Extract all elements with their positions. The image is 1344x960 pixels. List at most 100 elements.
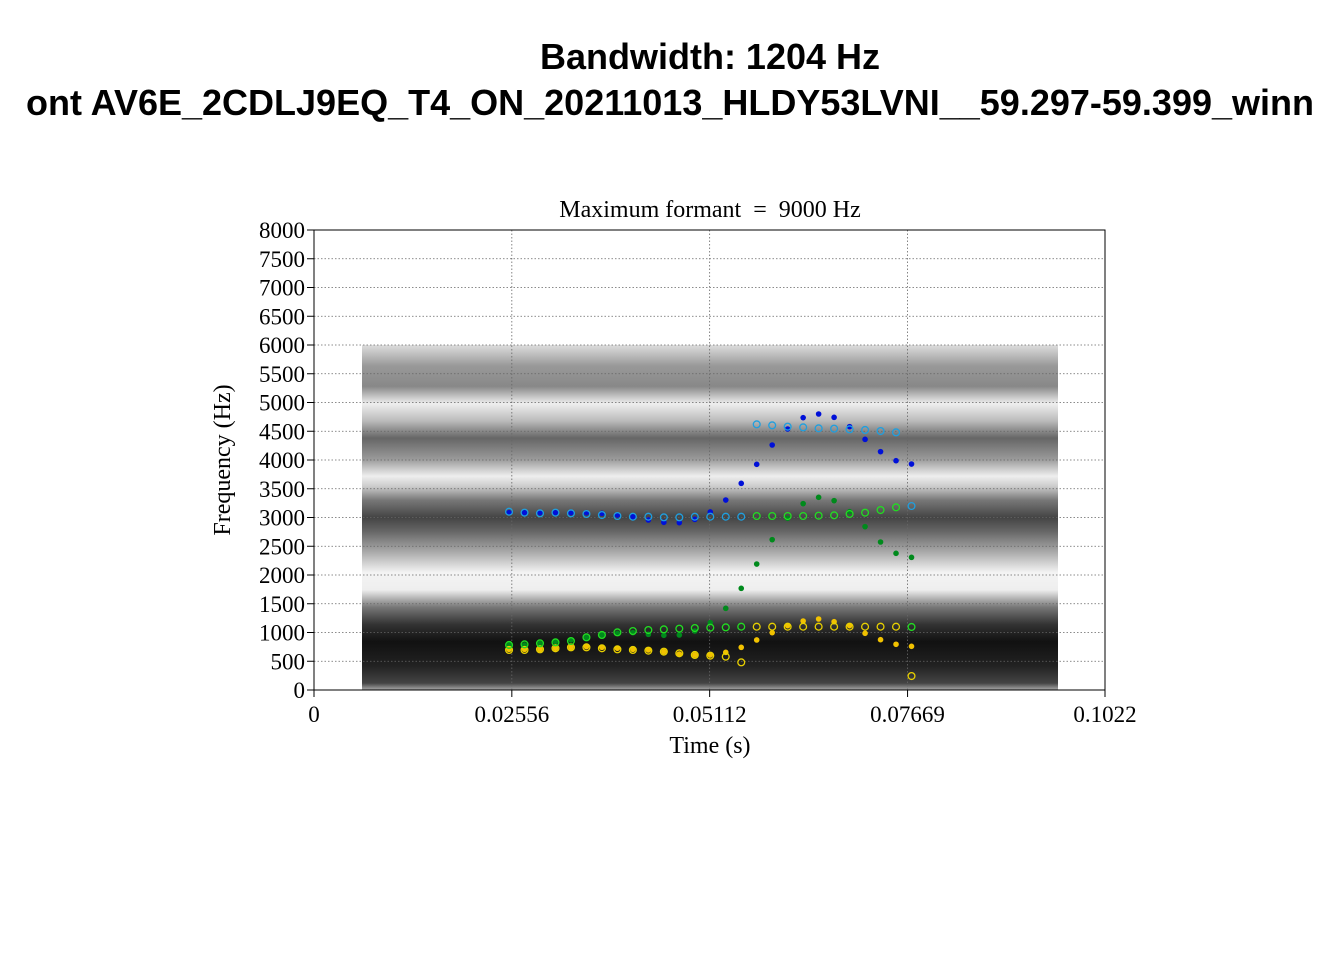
y-tick-label: 0 (294, 678, 306, 703)
formant-point-open (644, 625, 653, 635)
formant-point-filled (614, 645, 621, 652)
formant-point-open (830, 622, 839, 631)
formant-point-open (582, 643, 591, 652)
formant-point-filled (877, 448, 884, 455)
formant-point-open (613, 628, 622, 637)
formant-point-open (504, 645, 514, 655)
formant-point-filled (676, 632, 683, 638)
formant-point-filled (630, 513, 636, 520)
formant-point-filled (831, 497, 837, 504)
formant-point-open (613, 645, 622, 654)
formant-point-filled (784, 622, 791, 629)
formant-point-open (535, 639, 545, 648)
formant-point-filled (661, 648, 667, 655)
formant-point-filled (846, 622, 853, 629)
formant-point-filled (831, 414, 837, 421)
formant-point-filled (908, 643, 915, 650)
formant-point-filled (738, 644, 745, 651)
formant-point-open (783, 622, 792, 631)
formant-point-open (768, 622, 777, 631)
formant-point-filled (862, 523, 868, 530)
formant-point-open (737, 512, 746, 521)
formant-point-open (613, 511, 622, 521)
y-tick-label: 8000 (259, 218, 305, 243)
formant-point-filled (599, 644, 605, 651)
formant-point-filled (769, 536, 775, 543)
formant-point-open (830, 511, 839, 520)
formant-point-filled (893, 550, 899, 557)
formant-point-filled (691, 652, 698, 658)
formant-point-filled (599, 632, 605, 638)
formant-point-filled (908, 461, 915, 467)
formant-point-filled (630, 646, 636, 653)
formant-point-filled (676, 519, 683, 526)
y-tick-label: 6500 (259, 304, 305, 329)
formant-point-filled (722, 497, 729, 503)
formant-point-filled (862, 630, 868, 637)
formant-point-filled (552, 638, 559, 645)
formant-point-filled (552, 509, 559, 516)
y-tick-label: 1000 (259, 621, 305, 646)
formant-point-filled (583, 643, 590, 650)
formant-point-open (876, 505, 885, 515)
formant-point-open (721, 623, 730, 632)
formant-point-open (814, 511, 823, 520)
y-tick-label: 5000 (259, 391, 305, 416)
formant-point-filled (614, 630, 621, 637)
series-4 (504, 503, 916, 650)
formant-point-open (814, 424, 823, 433)
formant-point-open (659, 625, 668, 634)
formant-point-filled (537, 646, 543, 653)
formant-point-open (551, 644, 560, 653)
formant-point-open (597, 630, 606, 640)
x-axis-label: Time (s) (669, 733, 750, 759)
formant-point-open (706, 623, 715, 632)
formant-point-filled (862, 436, 868, 443)
formant-point-open (659, 647, 668, 656)
formant-point-open (783, 422, 792, 431)
formant-point-open (520, 645, 529, 655)
formant-point-open (907, 671, 916, 681)
formant-point-open (690, 650, 699, 660)
series-3 (504, 622, 916, 681)
formant-point-open (659, 513, 668, 522)
formant-points (504, 411, 916, 681)
title-line-2: ont AV6E_2CDLJ9EQ_T4_ON_20211013_HLDY53L… (26, 82, 1314, 123)
formant-point-open (675, 649, 684, 658)
x-tick-label: 0.1022 (1073, 702, 1136, 727)
x-tick-label: 0 (308, 702, 320, 727)
formant-point-open (891, 503, 901, 512)
formant-point-open (675, 624, 684, 633)
x-axis: 0 0.02556 0.05112 0.07669 0.1022 (308, 690, 1137, 727)
formant-point-open (752, 511, 761, 521)
chart-title: Maximum formant = 9000 Hz (559, 197, 861, 223)
formant-point-open (799, 423, 808, 432)
formant-point-filled (877, 636, 884, 643)
formant-point-open (876, 622, 885, 631)
formant-point-open (675, 513, 684, 522)
y-tick-label: 2500 (259, 534, 305, 559)
y-tick-label: 3500 (259, 477, 305, 502)
y-tick-label: 1500 (259, 592, 305, 617)
formant-point-open (520, 640, 529, 649)
formant-point-filled (800, 618, 806, 624)
formant-point-filled (568, 637, 574, 643)
formant-point-open (582, 509, 591, 519)
formant-point-filled (568, 509, 574, 516)
formant-point-open (752, 622, 761, 631)
formant-point-open (891, 622, 901, 631)
formant-point-open (845, 509, 854, 519)
y-tick-label: 2000 (259, 563, 305, 588)
formant-point-filled (815, 411, 822, 417)
formant-point-filled (537, 509, 543, 516)
formant-point-open (644, 512, 653, 521)
formant-point-filled (877, 539, 884, 545)
formant-point-open (520, 508, 529, 517)
formant-point-open (628, 512, 637, 521)
formant-point-open (845, 425, 854, 434)
y-tick-label: 7500 (259, 247, 305, 272)
formant-point-open (783, 511, 792, 521)
y-tick-label: 6000 (259, 333, 305, 358)
formant-point-open (891, 428, 901, 437)
formant-point-open (814, 622, 823, 631)
